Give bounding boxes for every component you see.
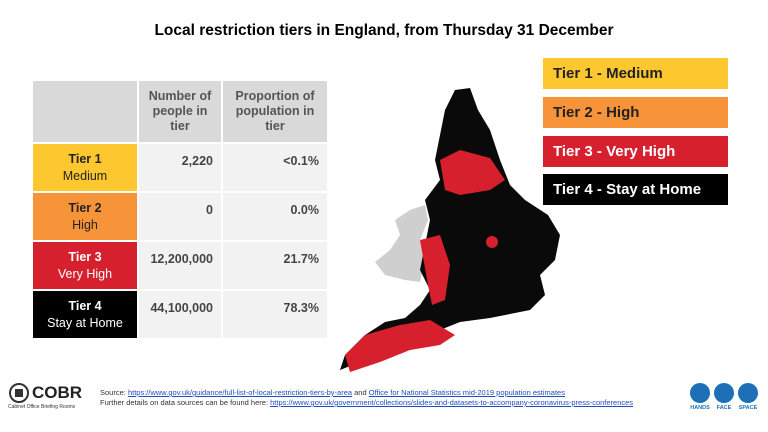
icon-label: SPACE (738, 405, 758, 411)
text: and (352, 388, 369, 397)
logo-subtitle: Cabinet Office Briefing Rooms (8, 404, 76, 410)
legend-item: Tier 3 - Very High (543, 136, 728, 167)
crest (9, 383, 29, 403)
icon: SPACE (736, 383, 760, 411)
tier3-spot (486, 236, 498, 248)
footer: Source: https://www.gov.uk/guidance/full… (100, 388, 633, 408)
people-cell: 12,200,000 (138, 241, 222, 290)
tier-cell: Tier 1 Medium (32, 143, 138, 192)
text: Source: (100, 388, 128, 397)
icon: FACE (712, 383, 736, 411)
tier3-west (420, 235, 450, 305)
tier-cell: Tier 4 Stay at Home (32, 290, 138, 339)
legend-item: Tier 2 - High (543, 97, 728, 128)
icon: HANDS (688, 383, 712, 411)
proportion-cell: 21.7% (222, 241, 328, 290)
wales (375, 205, 428, 282)
text: Further details on data sources can be f… (100, 398, 271, 407)
tier-level: Stay at Home (47, 315, 123, 330)
people-cell: 2,220 (138, 143, 222, 192)
tier3-north (440, 150, 505, 195)
tier-level: Medium (62, 168, 108, 183)
proportion-cell: <0.1% (222, 143, 328, 192)
header-cell (32, 80, 138, 143)
tier-cell: Tier 3 Very High (32, 241, 138, 290)
people-cell: 44,100,000 (138, 290, 222, 339)
link[interactable]: https://www.gov.uk/guidance/full-list-of… (127, 388, 353, 397)
england (340, 88, 560, 370)
tier-name: Tier 2 (68, 200, 102, 215)
tier-name: Tier 1 (68, 151, 102, 166)
legend-item: Tier 4 - Stay at Home (543, 174, 728, 205)
tier-cell: Tier 2 High (32, 192, 138, 241)
logo-name: COBR (32, 383, 83, 402)
tier3-south-west (345, 320, 455, 372)
link[interactable]: Office for National Statistics mid-2019 … (368, 388, 565, 397)
people-cell: 0 (138, 192, 222, 241)
tier-level: High (72, 217, 98, 232)
icon-label: FACE (716, 405, 732, 411)
tier-level: Very High (57, 266, 113, 281)
tier-name: Tier 3 (68, 249, 102, 264)
legend-item: Tier 1 - Medium (543, 58, 728, 89)
tier-name: Tier 4 (68, 298, 102, 313)
header-cell: Number of people in tier (138, 80, 222, 143)
proportion-cell: 78.3% (222, 290, 328, 339)
header-cell: Proportion of population in tier (222, 80, 328, 143)
link[interactable]: https://www.gov.uk/government/collection… (270, 398, 634, 407)
icon-label: HANDS (690, 405, 710, 411)
title: Local restriction tiers in England, from… (154, 22, 614, 39)
proportion-cell: 0.0% (222, 192, 328, 241)
